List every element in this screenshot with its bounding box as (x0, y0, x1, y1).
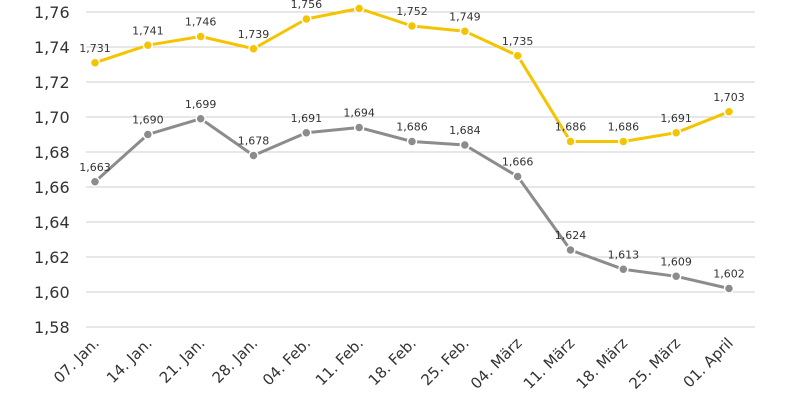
x-tick-label: 07. Jan. (50, 334, 103, 387)
data-label: 1,684 (449, 124, 481, 137)
data-label: 1,749 (449, 10, 481, 23)
data-point (301, 13, 312, 25)
data-point (353, 122, 365, 133)
data-label: 1,703 (713, 91, 745, 104)
data-label-layer: 1,731 1,741 1,746 1,739 1,756 1,762 1,752 1,749… (79, 0, 745, 281)
data-label: 1,624 (555, 229, 587, 242)
data-label: 1,690 (132, 114, 164, 127)
y-tick-label: 1,74 (34, 38, 70, 57)
x-tick-label: 04. März (467, 334, 526, 393)
x-tick-label: 25. März (625, 334, 684, 393)
y-tick-label: 1,68 (34, 143, 70, 162)
data-point (618, 136, 629, 147)
data-label: 1,741 (132, 24, 164, 37)
data-label: 1,609 (660, 255, 692, 268)
x-tick-label: 28. Jan. (209, 334, 262, 387)
data-label: 1,691 (660, 112, 692, 125)
data-point (89, 176, 101, 187)
grid-layer (86, 11, 755, 328)
x-tick-label: 18. März (573, 334, 632, 393)
data-label: 1,731 (79, 42, 111, 55)
data-label: 1,686 (608, 121, 640, 134)
data-label: 1,752 (396, 5, 428, 18)
data-point (512, 171, 523, 182)
data-point (565, 244, 576, 256)
x-tick-label: 11. Feb. (312, 334, 367, 389)
data-point (459, 26, 471, 37)
x-tick-label: 14. Jan. (103, 334, 156, 387)
x-tick-label: 01. April (680, 334, 737, 391)
data-label: 1,613 (608, 248, 640, 261)
data-label: 1,746 (185, 16, 217, 29)
data-point (406, 20, 418, 32)
y-tick-label: 1,64 (34, 213, 70, 232)
data-point (248, 150, 259, 161)
data-label: 1,735 (502, 35, 534, 48)
data-point (353, 3, 365, 14)
data-point (142, 40, 154, 51)
data-point (670, 271, 682, 282)
x-tick-label: 04. Feb. (259, 334, 314, 389)
x-tick-label: 11. März (520, 334, 579, 393)
y-tick-label: 1,70 (34, 108, 70, 127)
x-axis: 07. Jan. 14. Jan. 21. Jan. 28. Jan.04. Feb.… (50, 334, 737, 393)
data-point (142, 129, 154, 140)
data-label: 1,686 (396, 121, 428, 134)
data-label: 1,762 (343, 0, 375, 1)
y-tick-label: 1,60 (34, 283, 70, 302)
y-axis: 1,58 1,60 1,62 1,64 1,66 1,68 1,70 1,72 1,74 1,76 (34, 3, 70, 337)
data-point (723, 106, 735, 117)
data-point (459, 139, 471, 151)
x-tick-label: 21. Jan. (156, 334, 209, 387)
data-point (195, 31, 206, 42)
x-tick-label: 25. Feb. (418, 334, 473, 389)
x-tick-label: 18. Feb. (365, 334, 420, 389)
data-point (618, 264, 629, 275)
data-point (670, 127, 682, 138)
y-tick-label: 1,58 (34, 318, 70, 337)
data-point (301, 127, 312, 138)
data-label: 1,739 (238, 28, 270, 41)
data-label: 1,678 (238, 135, 270, 148)
data-point (195, 113, 206, 124)
series-layer (89, 3, 735, 294)
data-point (565, 136, 576, 147)
data-label: 1,686 (555, 121, 587, 134)
data-point (248, 43, 259, 54)
data-point (89, 57, 101, 68)
data-point (406, 136, 418, 147)
data-label: 1,663 (79, 161, 111, 174)
data-label: 1,691 (291, 112, 323, 125)
y-tick-label: 1,76 (34, 3, 70, 22)
data-label: 1,666 (502, 156, 534, 169)
data-point (512, 50, 523, 61)
data-label: 1,694 (343, 107, 375, 120)
y-tick-label: 1,66 (34, 178, 70, 197)
data-label: 1,699 (185, 98, 217, 111)
y-tick-label: 1,72 (34, 73, 70, 92)
data-point (723, 283, 735, 294)
data-label: 1,756 (291, 0, 323, 11)
y-tick-label: 1,62 (34, 248, 70, 267)
data-label: 1,602 (713, 268, 745, 281)
